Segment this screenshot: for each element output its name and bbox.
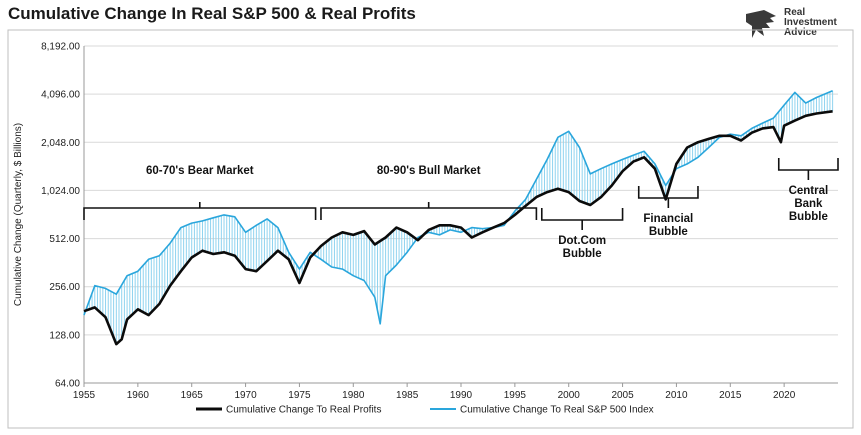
y-tick-label: 4,096.00 bbox=[41, 90, 80, 101]
legend-label-sp500: Cumulative Change To Real S&P 500 Index bbox=[460, 405, 654, 416]
brand-text: Real Investment Advice bbox=[784, 8, 837, 38]
y-tick-label: 64.00 bbox=[55, 379, 80, 390]
y-tick-label: 1,024.00 bbox=[41, 186, 80, 197]
annotation-label: Central Bank Bubble bbox=[789, 185, 829, 223]
annotation-label: 80-90's Bull Market bbox=[377, 165, 481, 177]
y-axis-ticks: 64.00 128.00 256.00 512.00 1,024.00 2,048.00 4… bbox=[41, 42, 80, 390]
x-tick-label: 1995 bbox=[504, 390, 527, 401]
y-tick-label: 512.00 bbox=[49, 234, 80, 245]
x-tick-label: 1990 bbox=[450, 390, 473, 401]
brand-line-1: Real bbox=[784, 7, 806, 18]
spread-fill bbox=[83, 90, 834, 345]
sp500-series-line bbox=[83, 90, 833, 325]
y-tick-label: 8,192.00 bbox=[41, 42, 80, 53]
legend: Cumulative Change To Real Profits Cumulat… bbox=[196, 405, 654, 416]
x-tick-label: 1960 bbox=[127, 390, 150, 401]
annotation-bracket bbox=[83, 202, 317, 220]
y-tick-label: 2,048.00 bbox=[41, 138, 80, 149]
annotation-bracket bbox=[637, 186, 699, 208]
series-lines bbox=[83, 90, 833, 346]
annotation-bracket bbox=[540, 208, 624, 230]
annotation-label: Dot.Com Bubble bbox=[558, 235, 606, 260]
x-tick-label: 2015 bbox=[719, 390, 742, 401]
y-tick-label: 256.00 bbox=[49, 282, 80, 293]
x-tick-label: 1955 bbox=[73, 390, 96, 401]
x-tick-label: 1970 bbox=[234, 390, 257, 401]
y-axis-label: Cumulative Change (Quarterly, $ Billions… bbox=[13, 123, 24, 306]
annotation-bracket bbox=[320, 202, 538, 220]
annotation-bracket bbox=[777, 158, 839, 180]
x-tick-label: 2020 bbox=[773, 390, 796, 401]
plot-frame bbox=[7, 29, 854, 429]
x-tick-label: 1985 bbox=[396, 390, 419, 401]
legend-label-profits: Cumulative Change To Real Profits bbox=[226, 405, 381, 416]
x-tick-label: 1965 bbox=[181, 390, 204, 401]
eagle-logo-icon bbox=[746, 10, 776, 38]
x-tick-label: 2010 bbox=[665, 390, 688, 401]
x-tick-label: 2005 bbox=[611, 390, 634, 401]
y-tick-label: 128.00 bbox=[49, 330, 80, 341]
x-axis-ticks: 1955 1960 1965 1970 1975 1980 1985 1990 1995 2000… bbox=[73, 383, 796, 401]
annotation-label: 60-70's Bear Market bbox=[146, 165, 254, 177]
chart-title: Cumulative Change In Real S&P 500 & Real… bbox=[8, 4, 416, 23]
annotation-label: Financial Bubble bbox=[643, 213, 693, 238]
x-tick-label: 2000 bbox=[558, 390, 581, 401]
grid-lines bbox=[83, 45, 838, 384]
x-tick-label: 1980 bbox=[342, 390, 365, 401]
annotations: 60-70's Bear Market 80-90's Bull Market Do… bbox=[83, 158, 839, 260]
brand-line-2: Investment bbox=[784, 17, 837, 28]
x-tick-label: 1975 bbox=[288, 390, 311, 401]
profits-series-line bbox=[83, 110, 833, 346]
brand-logo: Real Investment Advice bbox=[744, 8, 854, 48]
brand-line-3: Advice bbox=[784, 27, 817, 38]
